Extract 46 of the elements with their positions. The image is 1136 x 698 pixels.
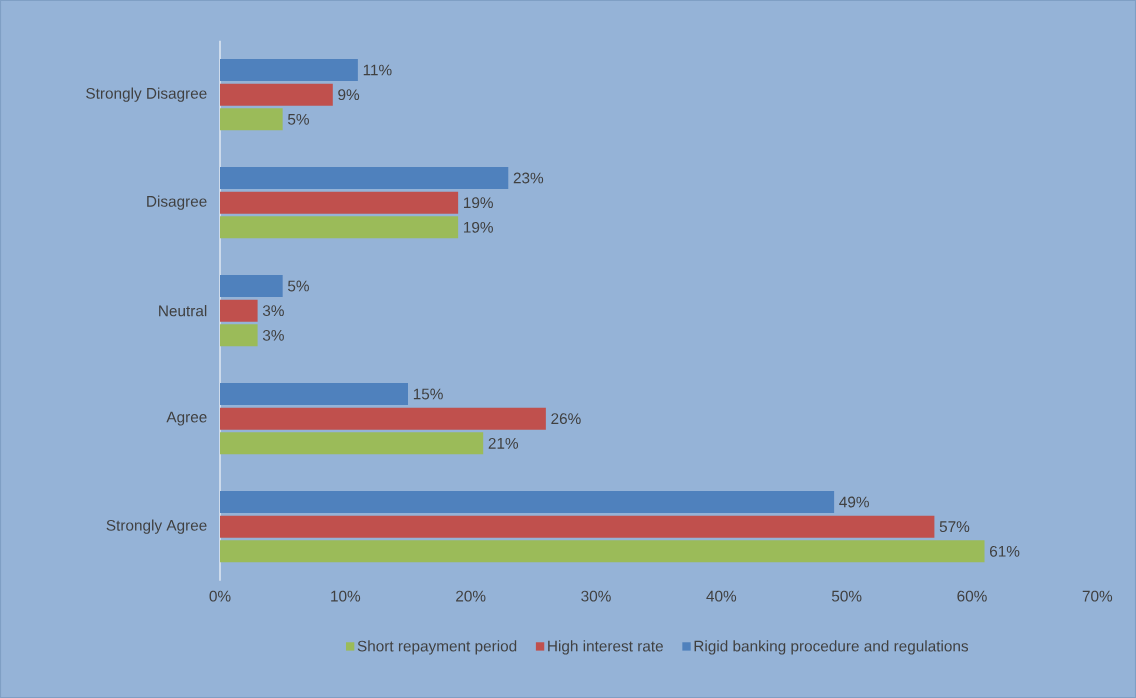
bar <box>220 407 546 430</box>
x-tick-label: 50% <box>831 590 862 602</box>
bar <box>220 540 985 563</box>
data-label: 61% <box>990 545 1020 557</box>
bar <box>220 515 935 538</box>
bar <box>220 432 484 455</box>
y-tick-label: Strongly Agree <box>106 519 207 534</box>
legend-label: High interest rate <box>548 640 663 655</box>
bar <box>220 108 283 131</box>
data-label: 15% <box>413 388 443 400</box>
legend-label: Rigid banking procedure and regulations <box>694 640 969 655</box>
bar <box>220 191 459 214</box>
legend-label: Short repayment period <box>357 640 517 655</box>
data-label: 11% <box>363 64 392 76</box>
y-tick-label: Disagree <box>147 195 207 210</box>
x-tick-label: 10% <box>331 590 361 602</box>
y-tick-label: Neutral <box>159 305 207 317</box>
y-tick-label: Strongly Disagree <box>86 87 207 102</box>
bar <box>220 59 358 81</box>
data-label: 21% <box>488 437 519 449</box>
x-tick-label: 60% <box>957 590 987 602</box>
bar <box>220 324 258 347</box>
bar <box>220 490 835 513</box>
data-label: 5% <box>287 280 309 292</box>
data-label: 5% <box>287 113 309 125</box>
bar <box>220 382 408 405</box>
x-tick-label: 70% <box>1082 590 1113 602</box>
x-tick-label: 40% <box>706 590 737 602</box>
x-tick-label: 30% <box>581 590 611 602</box>
data-label: 26% <box>551 413 581 425</box>
x-tick-label: 20% <box>456 590 486 602</box>
data-label: 3% <box>262 329 284 341</box>
data-label: 19% <box>464 221 493 233</box>
bar <box>220 299 258 322</box>
data-label: 3% <box>262 305 284 317</box>
data-label: 23% <box>513 172 544 184</box>
bar <box>220 83 333 106</box>
y-tick-label: Agree <box>166 411 207 426</box>
bar <box>220 167 509 189</box>
data-label: 9% <box>338 89 360 101</box>
bar <box>220 216 459 239</box>
x-tick-label: 0% <box>209 590 231 602</box>
data-label: 57% <box>939 521 970 533</box>
data-label: 49% <box>839 496 869 508</box>
data-label: 19% <box>464 197 493 209</box>
bar <box>220 274 283 297</box>
